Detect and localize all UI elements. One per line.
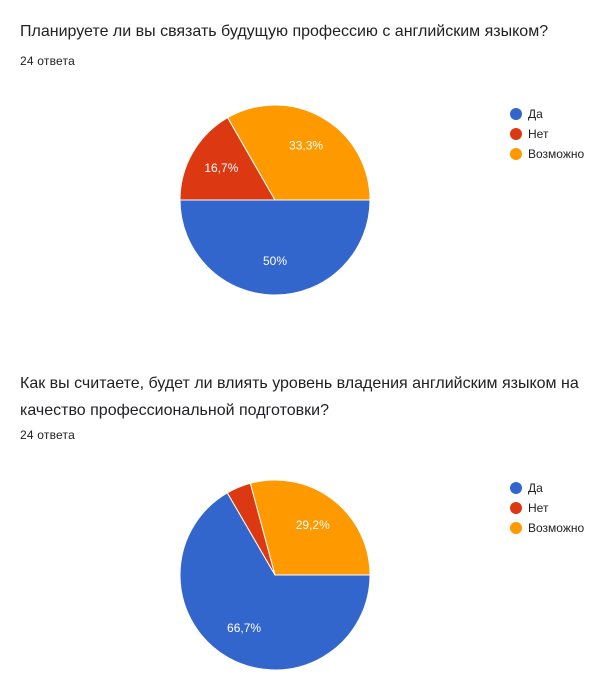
slice-label-2: 16,7% <box>204 161 238 175</box>
question-title: Как вы считаете, будет ли влиять уровень… <box>20 375 579 419</box>
legend-item-1: Да <box>510 478 584 498</box>
legend-swatch <box>510 502 522 514</box>
legend-swatch <box>510 128 522 140</box>
pie-slice-3[interactable] <box>249 479 371 576</box>
slice-label-1: 50% <box>263 254 287 268</box>
pie-slice-1[interactable] <box>179 492 371 671</box>
response-count: 24 ответа <box>20 54 75 68</box>
pie-slice-2[interactable] <box>179 116 276 201</box>
slice-label-1: 66,7% <box>227 621 261 635</box>
legend-item-3: Возможно <box>510 518 584 538</box>
chart-legend: Да Нет Возможно <box>510 104 584 164</box>
chart-legend: Да Нет Возможно <box>510 478 584 538</box>
legend-item-3: Возможно <box>510 144 584 164</box>
legend-label: Возможно <box>528 521 585 535</box>
legend-swatch <box>510 482 522 494</box>
slice-label-3: 33,3% <box>289 139 323 153</box>
legend-label: Нет <box>528 501 549 515</box>
legend-label: Да <box>528 481 543 495</box>
legend-label: Да <box>528 107 543 121</box>
question-card-2: Как вы считаете, будет ли влиять уровень… <box>0 355 600 685</box>
legend-label: Нет <box>528 127 549 141</box>
legend-item-2: Нет <box>510 124 584 144</box>
pie-chart: 50% 16,7% 33,3% <box>179 104 371 296</box>
legend-swatch <box>510 108 522 120</box>
pie-chart: 66,7% 29,2% <box>179 479 371 671</box>
question-title: Планируете ли вы связать будущую професс… <box>20 23 549 40</box>
legend-swatch <box>510 148 522 160</box>
legend-item-1: Да <box>510 104 584 124</box>
legend-item-2: Нет <box>510 498 584 518</box>
legend-swatch <box>510 522 522 534</box>
legend-label: Возможно <box>528 147 585 161</box>
response-count: 24 ответа <box>20 428 75 442</box>
question-card-1: Планируете ли вы связать будущую професс… <box>0 0 600 330</box>
pie-slice-1[interactable] <box>179 199 371 296</box>
slice-label-3: 29,2% <box>296 518 330 532</box>
pie-slice-3[interactable] <box>226 104 371 201</box>
